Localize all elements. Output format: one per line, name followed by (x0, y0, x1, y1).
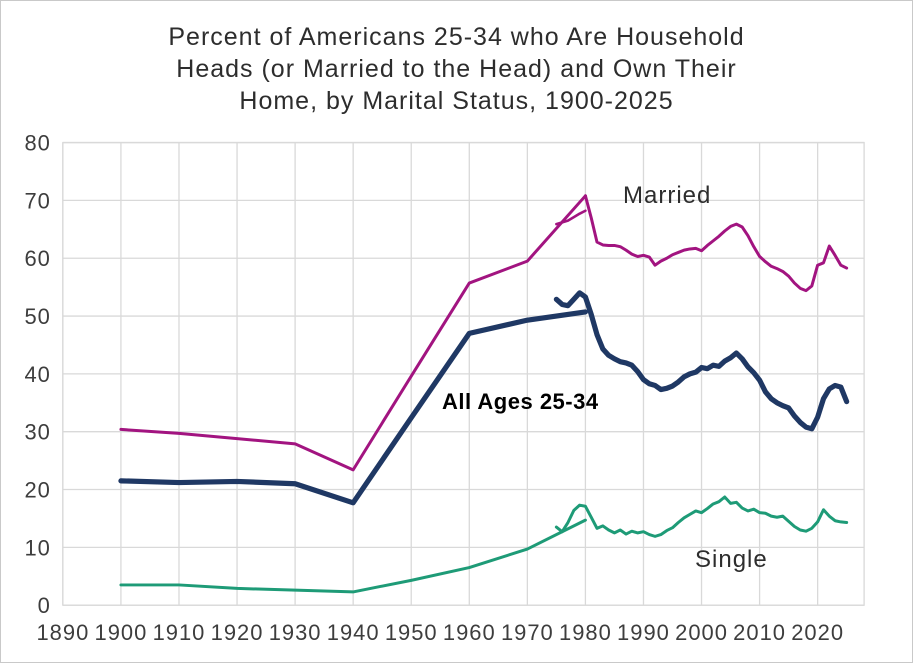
series-label-married: Married (623, 182, 712, 209)
series-label-all-ages: All Ages 25-34 (442, 389, 599, 414)
plot-border (62, 141, 865, 606)
x-tick-label-2000: 2000 (675, 620, 728, 645)
series-label-single: Single (695, 546, 768, 573)
y-tick-label-50: 50 (24, 304, 50, 329)
married-annual-line (583, 194, 849, 293)
x-tick-label-1920: 1920 (211, 620, 264, 645)
married-overlap-line (555, 209, 587, 226)
y-tick-label-60: 60 (24, 246, 50, 271)
y-tick-label-20: 20 (24, 478, 50, 503)
y-tick-label-80: 80 (24, 131, 50, 156)
y-tick-label-0: 0 (38, 593, 51, 618)
chart-title: Percent of Americans 25-34 who Are House… (1, 21, 912, 117)
single-census-line (119, 518, 587, 594)
chart-title-line1: Percent of Americans 25-34 who Are House… (168, 23, 745, 51)
x-tick-label-1950: 1950 (385, 620, 438, 645)
chart-title-line2: Heads (or Married to the Head) and Own T… (176, 55, 737, 83)
x-tick-label-1900: 1900 (95, 620, 148, 645)
y-tick-label-10: 10 (24, 535, 50, 560)
single-annual-line (554, 495, 849, 538)
x-tick-label-1890: 1890 (36, 620, 89, 645)
x-tick-label-1940: 1940 (327, 620, 380, 645)
x-tick-label-1990: 1990 (617, 620, 670, 645)
y-tick-label-40: 40 (24, 362, 50, 387)
x-tick-label-1930: 1930 (269, 620, 322, 645)
y-tick-label-30: 30 (24, 420, 50, 445)
all-ages-annual-line (553, 290, 850, 432)
x-tick-label-1910: 1910 (153, 620, 206, 645)
x-tick-label-2010: 2010 (733, 620, 786, 645)
x-tick-label-2020: 2020 (791, 620, 844, 645)
married-census-line (119, 194, 587, 472)
y-tick-label-70: 70 (24, 188, 50, 213)
all-ages-census-line (118, 309, 589, 506)
chart-title-line3: Home, by Marital Status, 1900-2025 (239, 87, 674, 115)
x-tick-label-1980: 1980 (559, 620, 612, 645)
x-tick-label-1970: 1970 (501, 620, 554, 645)
x-tick-label-1960: 1960 (443, 620, 496, 645)
